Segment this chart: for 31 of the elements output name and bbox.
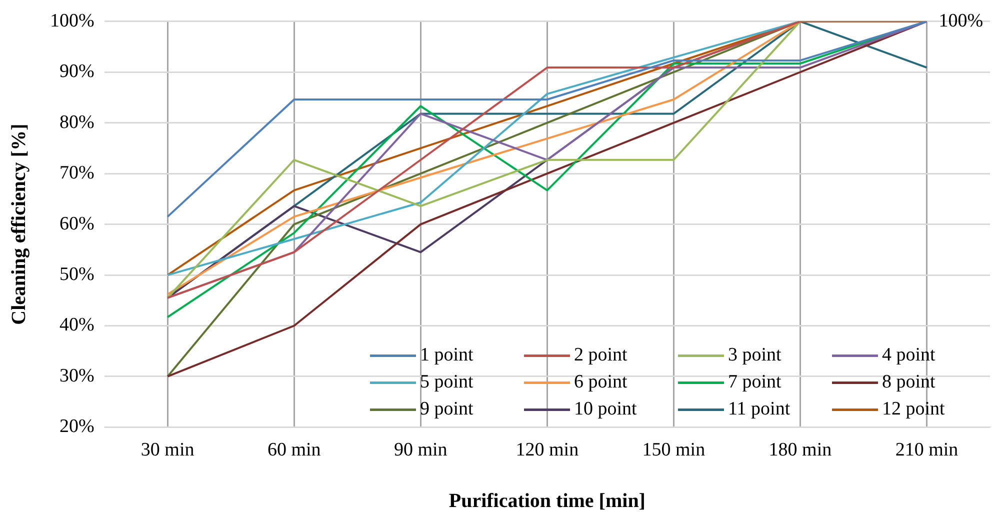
x-tick-label: 210 min [895,440,959,461]
y-tick-label: 70% [60,162,94,184]
y-axis-title: Cleaning efficiency [%] [8,124,30,325]
legend-label: 8 point [882,372,936,393]
y-tick-label: 20% [60,416,94,438]
legend-label: 5 point [420,372,474,393]
legend-label: 6 point [574,372,628,393]
y-tick-label: 60% [60,213,94,234]
y-tick-label: 40% [60,314,94,336]
legend-label: 2 point [574,344,628,366]
x-axis-title: Purification time [min] [448,490,646,512]
legend-label: 9 point [420,398,474,420]
legend-label: 1 point [420,344,474,366]
y-tick-label: 50% [60,264,94,286]
y-tick-label: 80% [60,112,94,133]
x-tick-label: 150 min [642,440,706,461]
legend-label: 12 point [882,398,946,420]
annotation: 100% [938,10,984,32]
y-tick-label: 30% [60,365,94,386]
legend-label: 4 point [882,344,936,366]
legend-label: 7 point [728,372,782,393]
x-tick-label: 30 min [140,440,195,461]
y-tick-label: 90% [60,61,94,82]
x-tick-label: 180 min [768,440,832,461]
legend-label: 10 point [574,398,638,420]
x-tick-label: 90 min [394,440,448,461]
y-tick-label: 100% [50,10,94,32]
legend-label: 3 point [728,344,782,366]
legend-label: 11 point [728,398,791,420]
x-tick-label: 120 min [516,440,580,461]
x-tick-label: 60 min [267,440,322,461]
